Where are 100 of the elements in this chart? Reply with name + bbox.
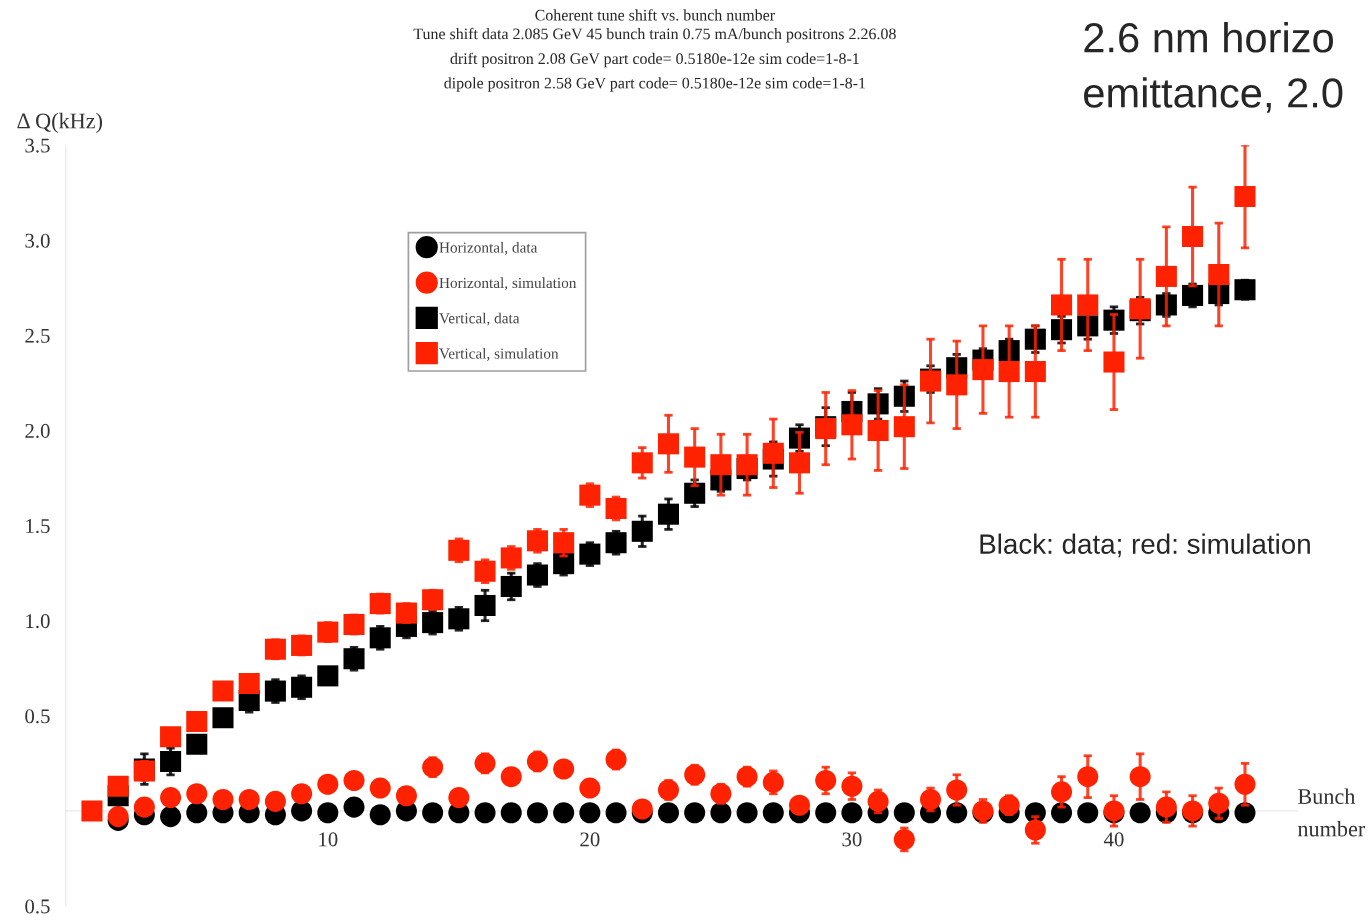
point	[1103, 351, 1125, 373]
point	[631, 520, 653, 542]
point	[972, 359, 994, 381]
y-tick-label: 2.0	[25, 423, 50, 439]
y-tick-label: 3.5	[25, 138, 50, 153]
x-tick-label: 40	[1103, 832, 1124, 847]
point	[474, 752, 496, 774]
point	[369, 777, 391, 799]
point	[1077, 766, 1099, 788]
point	[762, 802, 784, 824]
point	[448, 608, 470, 630]
point	[395, 785, 417, 807]
point	[1129, 766, 1151, 788]
point	[684, 764, 706, 786]
point	[1182, 225, 1204, 248]
point	[343, 648, 365, 670]
point	[553, 758, 575, 780]
y-axis-title: Δ Q(kHz)	[17, 112, 103, 133]
point	[815, 802, 837, 824]
point	[500, 802, 522, 824]
point	[605, 497, 627, 520]
point	[133, 796, 155, 818]
point	[343, 769, 365, 792]
point	[605, 749, 627, 771]
point	[788, 794, 811, 816]
point	[160, 726, 182, 748]
point	[605, 532, 627, 554]
point	[736, 802, 758, 824]
point	[186, 802, 208, 824]
legend-label: Horizontal, simulation	[439, 277, 577, 291]
point	[526, 750, 548, 772]
point	[500, 547, 522, 569]
point	[841, 802, 863, 824]
point	[762, 442, 784, 464]
point	[919, 788, 942, 811]
point	[710, 783, 732, 805]
point	[1024, 819, 1046, 841]
point	[160, 806, 182, 828]
point	[762, 771, 784, 793]
point	[684, 446, 706, 468]
point	[474, 802, 496, 824]
point	[317, 802, 339, 824]
point	[657, 779, 679, 801]
point	[1208, 263, 1230, 286]
x-tick-label: 10	[319, 832, 338, 847]
point	[212, 788, 234, 811]
point	[186, 733, 208, 755]
point	[553, 532, 575, 554]
point	[893, 828, 915, 850]
point	[422, 802, 444, 824]
x-tick-label: 30	[842, 832, 862, 847]
point	[474, 560, 496, 582]
y-tick-label: 2.5	[25, 328, 50, 343]
point	[710, 454, 732, 476]
annotation: Black: data; red: simulation	[980, 533, 1310, 558]
point	[736, 766, 758, 788]
point	[422, 589, 444, 611]
point	[291, 676, 313, 698]
point	[657, 802, 679, 824]
point	[238, 788, 260, 811]
point	[946, 802, 968, 824]
point	[1129, 802, 1151, 824]
text: emittance, 2.0	[1084, 77, 1343, 113]
point	[526, 530, 548, 552]
x-tick-label: 20	[580, 832, 600, 847]
point	[553, 553, 575, 575]
point	[291, 783, 313, 805]
point	[579, 802, 601, 824]
point	[815, 769, 837, 792]
y-tick-label: 0.5	[25, 899, 50, 914]
point	[867, 419, 889, 442]
point	[657, 503, 679, 525]
y-tick-label: 3.0	[25, 233, 50, 248]
point	[998, 360, 1020, 383]
point	[579, 777, 601, 799]
point	[160, 787, 182, 809]
point	[1155, 265, 1177, 287]
point	[369, 804, 391, 826]
point	[317, 773, 339, 795]
point	[81, 800, 103, 822]
legend-label: Vertical, data	[439, 312, 520, 326]
point	[317, 665, 339, 687]
point	[893, 802, 915, 824]
point	[1077, 294, 1099, 316]
point	[579, 484, 601, 506]
legend-label: Vertical, simulation	[439, 347, 559, 361]
point	[631, 452, 653, 474]
point	[1051, 781, 1073, 803]
point	[1077, 802, 1099, 824]
chart-subtitle: Tune shift data 2.085 GeV 45 bunch train 0.75 mA/bunch positrons 2.26.08 drift positron 2.08 GeV part code= 0.5180e-12e sim code=1-8-1 dipole positron 2.58 GeV part code= 0.5180e-12e sim code=1-8-1	[413, 27, 896, 92]
point	[946, 779, 968, 801]
point	[186, 710, 208, 733]
point	[369, 627, 391, 649]
point	[998, 794, 1020, 816]
point	[1051, 294, 1073, 316]
point	[788, 452, 811, 474]
point	[867, 790, 889, 812]
point	[657, 433, 679, 455]
point	[422, 612, 444, 634]
point	[1234, 802, 1256, 824]
